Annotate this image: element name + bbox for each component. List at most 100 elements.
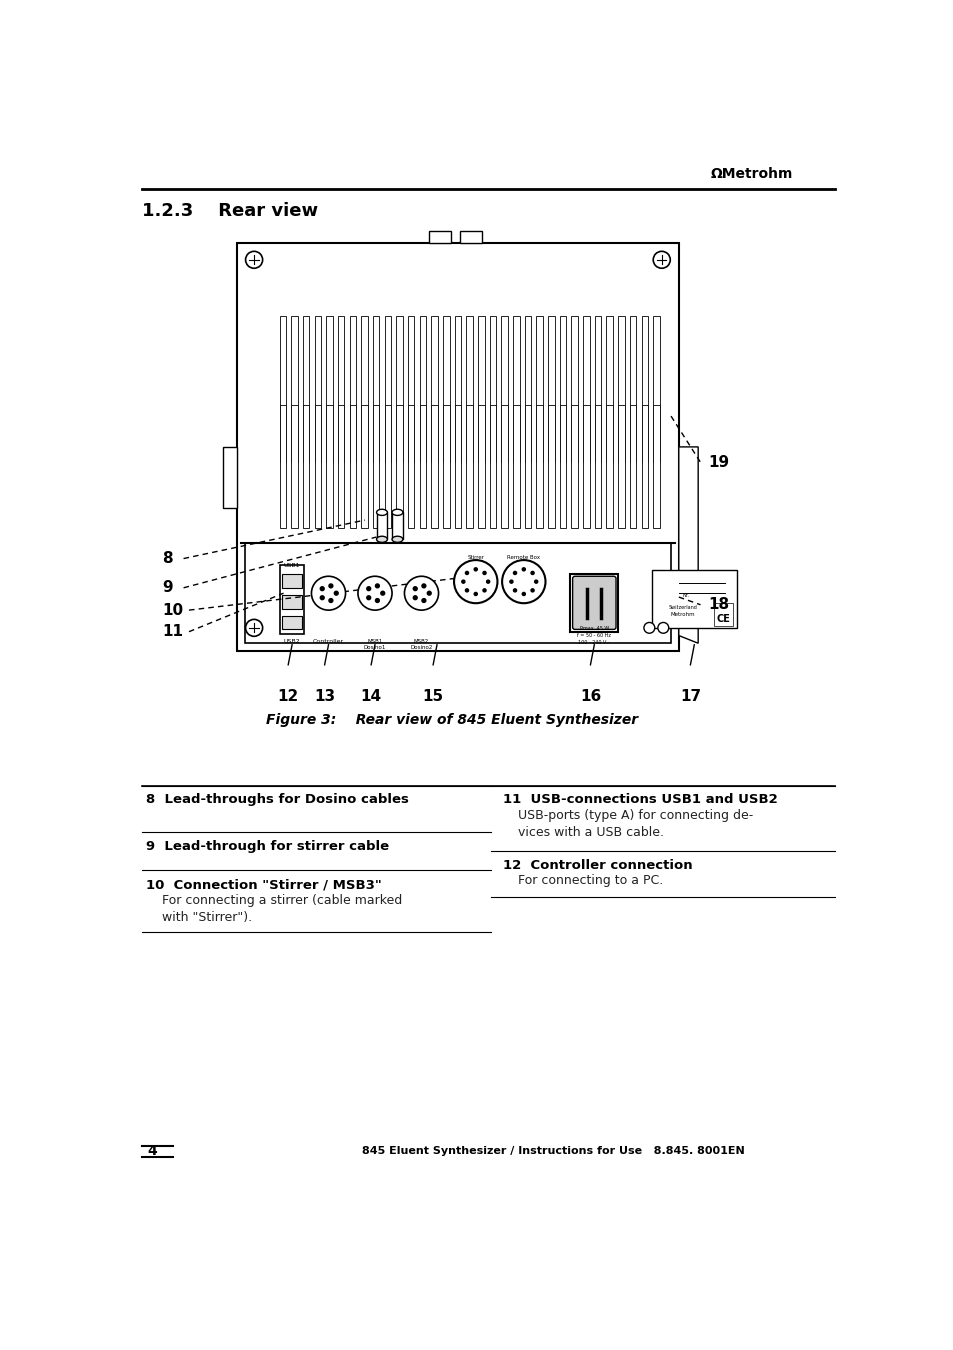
Bar — [477, 405, 484, 528]
Text: 12: 12 — [277, 690, 298, 705]
Text: USB1: USB1 — [284, 563, 300, 568]
Bar — [236, 243, 679, 651]
Bar — [571, 405, 578, 528]
Circle shape — [404, 576, 438, 610]
Bar — [582, 316, 589, 462]
Bar — [326, 316, 333, 462]
Text: Switzerland: Switzerland — [667, 605, 697, 610]
Circle shape — [513, 571, 516, 575]
Bar — [513, 316, 519, 462]
Circle shape — [486, 580, 489, 583]
Circle shape — [366, 595, 371, 599]
Text: Controller: Controller — [313, 640, 344, 644]
Text: MSB1
Dosino1: MSB1 Dosino1 — [363, 640, 386, 651]
Circle shape — [375, 598, 379, 602]
Circle shape — [427, 591, 431, 595]
Bar — [279, 564, 304, 634]
Bar — [570, 574, 618, 632]
Bar — [392, 513, 402, 539]
Bar — [501, 316, 507, 462]
Bar — [594, 316, 600, 462]
Text: MSB2
Dosino2: MSB2 Dosino2 — [410, 640, 433, 651]
Text: USB-ports (type A) for connecting de-
vices with a USB cable.: USB-ports (type A) for connecting de- vi… — [517, 809, 753, 838]
Text: Remote Box
MSB4: Remote Box MSB4 — [507, 555, 539, 566]
Bar — [419, 316, 426, 462]
Circle shape — [521, 568, 525, 571]
Text: 845 Eluent Synthesizer / Instructions for Use   8.845. 8001EN: 845 Eluent Synthesizer / Instructions fo… — [361, 1146, 744, 1157]
Circle shape — [465, 571, 468, 575]
Polygon shape — [679, 447, 698, 643]
Bar — [571, 316, 578, 462]
Circle shape — [465, 589, 468, 591]
Bar — [594, 405, 600, 528]
Bar — [282, 616, 302, 629]
Text: 15: 15 — [422, 690, 443, 705]
Circle shape — [311, 576, 345, 610]
Bar — [524, 405, 531, 528]
Bar — [524, 316, 531, 462]
Bar — [384, 316, 391, 462]
Text: f = 50 - 60 Hz: f = 50 - 60 Hz — [577, 633, 611, 639]
Text: 19: 19 — [707, 455, 729, 470]
Bar — [459, 231, 481, 243]
Bar — [536, 316, 542, 462]
Bar — [373, 316, 379, 462]
Circle shape — [245, 620, 262, 636]
Bar — [245, 543, 670, 643]
Bar — [373, 405, 379, 528]
Circle shape — [380, 591, 384, 595]
Bar — [606, 316, 612, 462]
Bar — [408, 316, 414, 462]
Bar — [489, 405, 496, 528]
Circle shape — [482, 571, 486, 575]
Bar — [536, 405, 542, 528]
Circle shape — [357, 576, 392, 610]
Bar — [629, 316, 636, 462]
Text: 16: 16 — [579, 690, 600, 705]
Circle shape — [513, 589, 516, 591]
Circle shape — [320, 587, 324, 590]
Bar — [466, 405, 473, 528]
Bar — [223, 447, 236, 508]
Text: For connecting to a PC.: For connecting to a PC. — [517, 875, 663, 887]
Circle shape — [366, 587, 371, 590]
Bar — [477, 316, 484, 462]
Bar — [455, 405, 460, 528]
Circle shape — [534, 580, 537, 583]
Bar — [384, 405, 391, 528]
Text: Metrohm: Metrohm — [670, 613, 694, 617]
Circle shape — [509, 580, 513, 583]
Circle shape — [320, 595, 324, 599]
Bar — [640, 405, 647, 528]
Text: 8: 8 — [162, 551, 172, 566]
Bar — [431, 405, 437, 528]
Circle shape — [658, 622, 668, 633]
Bar — [548, 405, 554, 528]
Text: 11: 11 — [162, 624, 183, 639]
Text: 4: 4 — [147, 1145, 156, 1158]
Text: 100 - 240 V~: 100 - 240 V~ — [578, 640, 610, 645]
Bar — [606, 405, 612, 528]
Bar — [326, 405, 333, 528]
Bar — [337, 405, 344, 528]
Bar — [361, 316, 368, 462]
Circle shape — [474, 568, 476, 571]
Ellipse shape — [392, 509, 402, 516]
Circle shape — [334, 591, 337, 595]
Circle shape — [531, 589, 534, 591]
Bar — [282, 595, 302, 609]
Circle shape — [329, 598, 333, 602]
Text: 14: 14 — [360, 690, 381, 705]
Text: USB2: USB2 — [283, 639, 300, 644]
Bar — [291, 316, 297, 462]
Circle shape — [501, 560, 545, 603]
Circle shape — [531, 571, 534, 575]
Bar — [408, 405, 414, 528]
Bar — [314, 316, 321, 462]
Bar — [429, 231, 451, 243]
Circle shape — [421, 598, 425, 602]
Bar — [279, 316, 286, 462]
Bar — [640, 316, 647, 462]
Ellipse shape — [392, 536, 402, 543]
Bar — [489, 316, 496, 462]
